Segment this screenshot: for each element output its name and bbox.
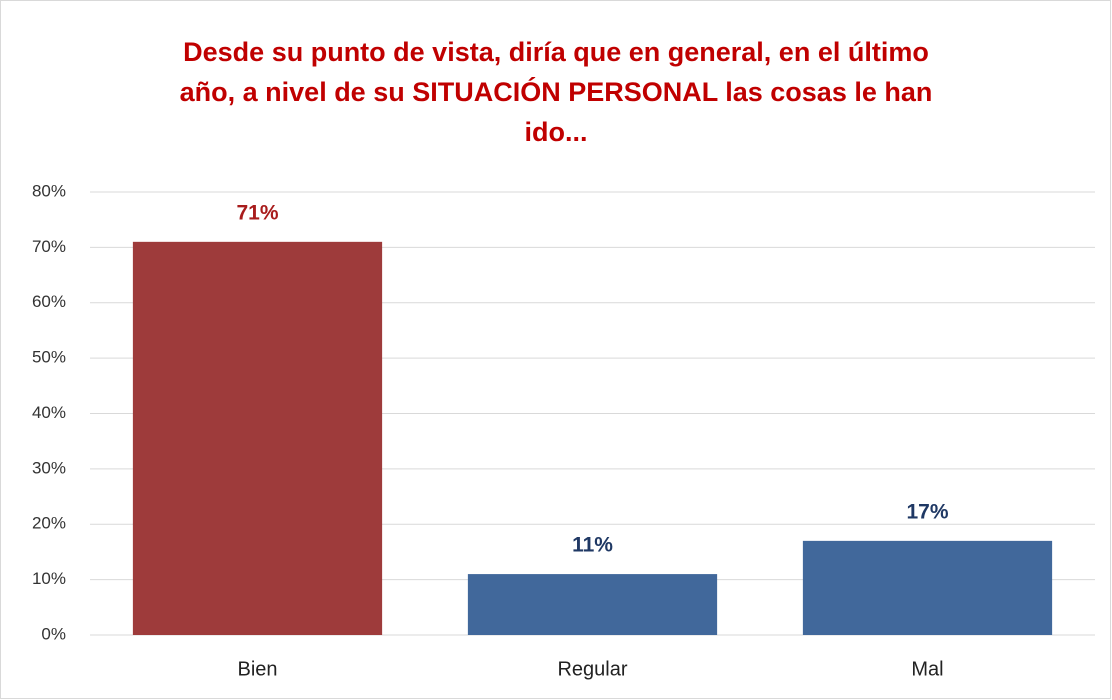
y-tick-label: 20% bbox=[32, 514, 66, 533]
x-tick-label: Mal bbox=[911, 658, 943, 680]
y-tick-label: 40% bbox=[32, 403, 66, 422]
y-tick-label: 30% bbox=[32, 458, 66, 477]
bar bbox=[132, 241, 383, 635]
y-tick-label: 60% bbox=[32, 292, 66, 311]
bar bbox=[467, 574, 718, 635]
y-tick-label: 70% bbox=[32, 237, 66, 256]
data-label: 71% bbox=[236, 201, 278, 224]
data-label: 17% bbox=[906, 500, 948, 523]
x-tick-label: Regular bbox=[557, 658, 627, 680]
bar bbox=[802, 540, 1053, 635]
y-tick-label: 80% bbox=[32, 181, 66, 200]
y-tick-label: 10% bbox=[32, 569, 66, 588]
x-tick-label: Bien bbox=[237, 658, 277, 680]
y-tick-label: 50% bbox=[32, 348, 66, 367]
data-label: 11% bbox=[572, 534, 613, 557]
y-tick-label: 0% bbox=[41, 624, 66, 643]
chart-title: Desde su punto de vista, diría que en ge… bbox=[179, 37, 933, 147]
